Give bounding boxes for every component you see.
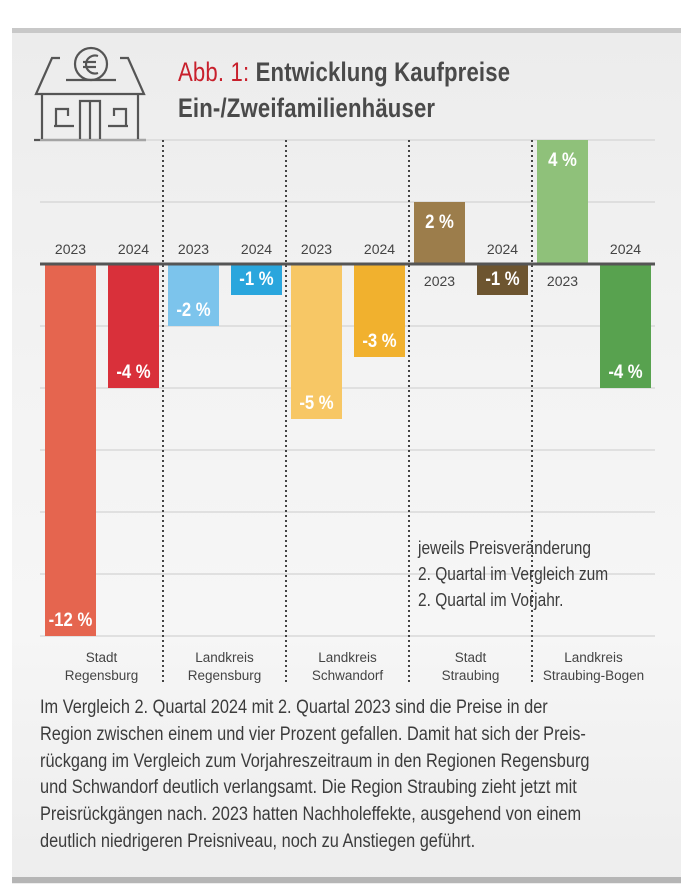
bar-2023 [414, 202, 465, 264]
data-label: -1 % [239, 268, 273, 289]
annotation-line: 2. Quartal im Vergleich zum [418, 564, 609, 584]
figure-number: Abb. 1: [178, 57, 250, 87]
paragraph-line: Region zwischen einem und vier Prozent g… [40, 723, 586, 745]
chart-title: Abb. 1: Entwicklung Kaufpreise Ein-/Zwei… [178, 54, 510, 126]
top-border [12, 28, 681, 33]
paragraph-line: Preisrückgängen nach. 2023 hatten Nachho… [40, 804, 582, 826]
data-label: 4 % [548, 149, 577, 170]
bar-2024 [231, 264, 282, 295]
data-label: 2 % [425, 211, 454, 232]
bar-2023 [168, 264, 219, 326]
category-label: Landkreis [318, 650, 377, 665]
annotation-line: jeweils Preisveränderung [418, 538, 591, 558]
data-label: -2 % [176, 299, 210, 320]
bottom-border [12, 877, 681, 883]
paragraph-line: Im Vergleich 2. Quartal 2024 mit 2. Quar… [40, 697, 548, 718]
paragraph-line: und Schwandorf deutlich verlangsamt. Die… [40, 777, 577, 799]
category-label: Landkreis [564, 650, 623, 665]
data-label: -4 % [116, 361, 150, 382]
bar-2024 [477, 264, 528, 295]
bar-2024 [600, 264, 651, 388]
bar-2023 [537, 140, 588, 264]
annotation-line: 2. Quartal im Vorjahr. [418, 590, 564, 610]
year-label: 2023 [178, 241, 209, 257]
category-label: Landkreis [195, 650, 254, 665]
data-label: -3 % [362, 330, 396, 351]
year-label: 2024 [241, 241, 272, 257]
year-label: 2024 [610, 241, 641, 257]
year-label: 2024 [364, 241, 395, 257]
category-label: Stadt [455, 650, 487, 665]
chart-annotation: jeweils Preisveränderung 2. Quartal im V… [418, 535, 608, 613]
year-label: 2023 [424, 273, 455, 289]
data-label: -1 % [485, 268, 519, 289]
data-label: -4 % [608, 361, 642, 382]
year-label: 2023 [547, 273, 578, 289]
category-label: Straubing-Bogen [543, 668, 644, 683]
year-label: 2023 [55, 241, 86, 257]
bar-chart: -12 % 2023 -2 % 2023 -5 % 2023 2 % 2023 4 % 2023 -… [40, 139, 655, 683]
title-line-2: Ein-/Zweifamilienhäuser [178, 93, 436, 123]
category-label: Regensburg [65, 668, 139, 683]
paragraph-line: rückgang im Vergleich zum Vorjahreszeitr… [40, 750, 590, 772]
bar-2024 [354, 264, 405, 357]
category-label: Straubing [442, 668, 500, 683]
bar-2023 [45, 264, 96, 636]
year-label: 2024 [118, 241, 149, 257]
bar-2023 [291, 264, 342, 419]
category-label: Stadt [86, 650, 118, 665]
bar-2024 [108, 264, 159, 388]
description-paragraph: Im Vergleich 2. Quartal 2024 mit 2. Quar… [40, 695, 659, 856]
category-label: Schwandorf [312, 668, 384, 683]
year-label: 2023 [301, 241, 332, 257]
data-label: -12 % [49, 609, 93, 630]
data-label: -5 % [299, 392, 333, 413]
paragraph-line: deutlich niedrigeren Preisniveau, noch z… [40, 830, 476, 852]
category-label: Regensburg [188, 668, 262, 683]
title-line-1: Entwicklung Kaufpreise [255, 57, 511, 87]
year-label: 2024 [487, 241, 518, 257]
